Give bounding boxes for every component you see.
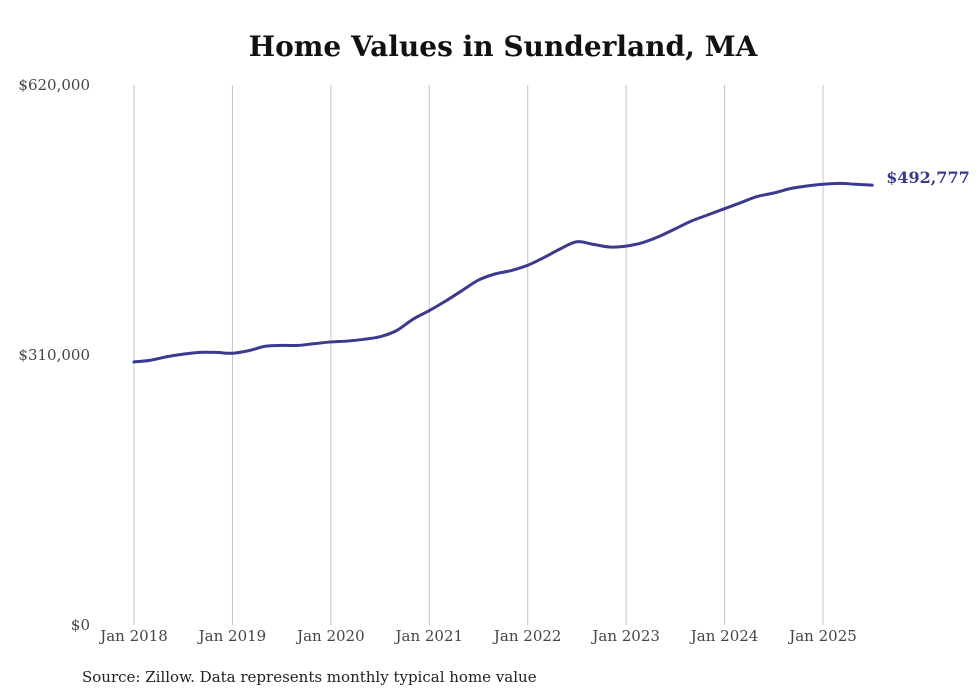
x-tick-label: Jan 2023 (590, 627, 660, 645)
x-tick-label: Jan 2025 (787, 627, 857, 645)
series-group (132, 181, 874, 364)
x-axis: Jan 2018 Jan 2019 Jan 2020 Jan 2021 Jan 2022… (98, 627, 857, 645)
x-tick-label: Jan 2019 (197, 627, 267, 645)
labels-group: $492,777 (886, 168, 970, 187)
x-tick-label: Jan 2021 (394, 627, 464, 645)
y-axis: $0 $310,000 $620,000 (18, 76, 90, 634)
series-line-0 (132, 181, 874, 364)
chart-title: Home Values in Sunderland, MA (248, 30, 758, 63)
x-tick-label: Jan 2024 (689, 627, 759, 645)
y-tick-label: $620,000 (18, 76, 90, 94)
y-tick-label: $0 (71, 616, 90, 634)
grid (133, 85, 824, 625)
x-tick-label: Jan 2022 (492, 627, 562, 645)
source-note: Source: Zillow. Data represents monthly … (82, 668, 537, 686)
x-tick-label: Jan 2020 (295, 627, 365, 645)
x-tick-label: Jan 2018 (98, 627, 168, 645)
y-tick-label: $310,000 (18, 346, 90, 364)
end-value-label: $492,777 (886, 168, 970, 187)
